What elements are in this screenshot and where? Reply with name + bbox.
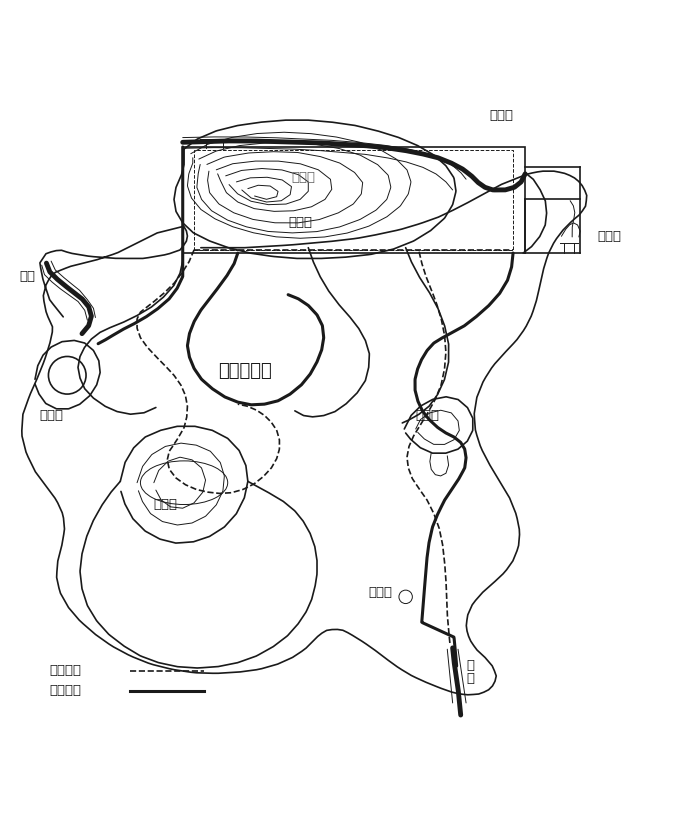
Text: 后　丘: 后 丘	[292, 171, 315, 184]
Text: 治镜阁: 治镜阁	[40, 409, 64, 422]
Text: 藻鉴堂: 藻鉴堂	[154, 498, 178, 511]
Bar	[194, 150, 513, 249]
Text: 昆　明　湖: 昆 明 湖	[217, 362, 271, 380]
Text: 长: 长	[466, 659, 474, 672]
Text: 玉河: 玉河	[20, 270, 36, 283]
Text: 水上游线: 水上游线	[50, 685, 82, 698]
Bar	[183, 147, 525, 253]
Text: 前　山: 前 山	[288, 216, 312, 229]
Text: 后溪河: 后溪河	[489, 109, 514, 122]
Text: 凤凰墩: 凤凰墩	[369, 586, 393, 599]
Text: 陆上游线: 陆上游线	[50, 664, 82, 677]
Text: 南湖岛: 南湖岛	[416, 409, 440, 422]
Text: 河: 河	[466, 672, 474, 685]
Text: 东宫门: 东宫门	[597, 230, 621, 243]
